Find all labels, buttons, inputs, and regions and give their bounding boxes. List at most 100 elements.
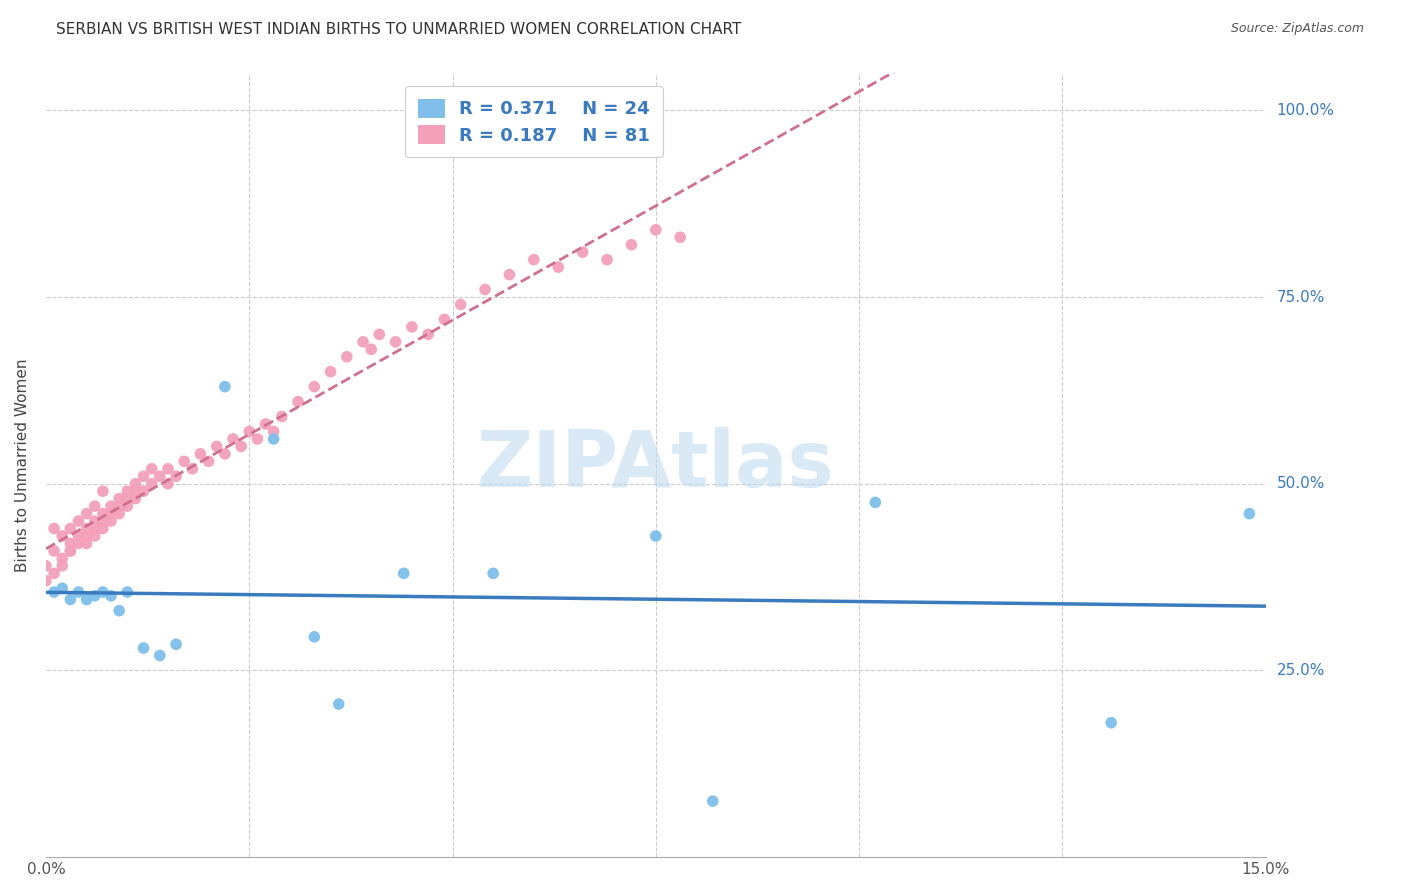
Point	[76, 592, 98, 607]
Point	[596, 252, 619, 267]
Point	[392, 566, 415, 581]
Point	[238, 425, 260, 439]
Point	[229, 439, 252, 453]
Point	[91, 585, 114, 599]
Point	[91, 514, 114, 528]
Point	[76, 536, 98, 550]
Point	[100, 507, 122, 521]
Point	[35, 558, 58, 573]
Point	[42, 566, 65, 581]
Point	[149, 648, 172, 663]
Point	[246, 432, 269, 446]
Point	[156, 462, 179, 476]
Point	[1239, 507, 1261, 521]
Point	[482, 566, 505, 581]
Point	[401, 319, 423, 334]
Point	[360, 343, 382, 357]
Point	[141, 476, 163, 491]
Point	[100, 499, 122, 513]
Point	[51, 529, 73, 543]
Point	[1099, 715, 1122, 730]
Point	[76, 522, 98, 536]
Point	[523, 252, 546, 267]
Point	[149, 469, 172, 483]
Text: SERBIAN VS BRITISH WEST INDIAN BIRTHS TO UNMARRIED WOMEN CORRELATION CHART: SERBIAN VS BRITISH WEST INDIAN BIRTHS TO…	[56, 22, 741, 37]
Point	[42, 522, 65, 536]
Point	[254, 417, 277, 431]
Point	[100, 589, 122, 603]
Point	[263, 432, 285, 446]
Point	[51, 582, 73, 596]
Point	[67, 529, 90, 543]
Point	[83, 529, 105, 543]
Point	[214, 379, 236, 393]
Y-axis label: Births to Unmarried Women: Births to Unmarried Women	[15, 359, 30, 572]
Point	[222, 432, 245, 446]
Text: Source: ZipAtlas.com: Source: ZipAtlas.com	[1230, 22, 1364, 36]
Point	[263, 425, 285, 439]
Point	[100, 514, 122, 528]
Point	[132, 640, 155, 655]
Point	[384, 334, 406, 349]
Point	[336, 350, 359, 364]
Point	[450, 297, 472, 311]
Point	[91, 507, 114, 521]
Point	[91, 522, 114, 536]
Point	[76, 529, 98, 543]
Point	[51, 558, 73, 573]
Point	[498, 268, 520, 282]
Point	[644, 223, 666, 237]
Point	[67, 536, 90, 550]
Point	[59, 544, 82, 558]
Point	[165, 637, 187, 651]
Point	[91, 484, 114, 499]
Point	[474, 283, 496, 297]
Point	[83, 589, 105, 603]
Point	[108, 604, 131, 618]
Text: 100.0%: 100.0%	[1277, 103, 1334, 118]
Point	[304, 630, 326, 644]
Point	[108, 507, 131, 521]
Point	[117, 499, 139, 513]
Point	[304, 379, 326, 393]
Point	[418, 327, 440, 342]
Point	[59, 592, 82, 607]
Point	[270, 409, 292, 424]
Point	[165, 469, 187, 483]
Point	[433, 312, 456, 326]
Point	[59, 522, 82, 536]
Point	[547, 260, 569, 274]
Text: 25.0%: 25.0%	[1277, 663, 1324, 678]
Point	[83, 522, 105, 536]
Point	[117, 585, 139, 599]
Point	[83, 514, 105, 528]
Point	[328, 697, 350, 711]
Point	[156, 476, 179, 491]
Point	[59, 544, 82, 558]
Point	[67, 585, 90, 599]
Point	[132, 469, 155, 483]
Point	[620, 237, 643, 252]
Point	[59, 536, 82, 550]
Point	[571, 245, 593, 260]
Text: 50.0%: 50.0%	[1277, 476, 1324, 491]
Point	[108, 491, 131, 506]
Point	[76, 507, 98, 521]
Point	[67, 514, 90, 528]
Point	[83, 499, 105, 513]
Point	[124, 476, 146, 491]
Point	[42, 585, 65, 599]
Point	[124, 484, 146, 499]
Point	[117, 491, 139, 506]
Point	[190, 447, 212, 461]
Point	[35, 574, 58, 588]
Point	[197, 454, 219, 468]
Point	[108, 499, 131, 513]
Point	[117, 484, 139, 499]
Point	[132, 484, 155, 499]
Point	[865, 495, 887, 509]
Point	[352, 334, 374, 349]
Point	[173, 454, 195, 468]
Point	[368, 327, 391, 342]
Point	[287, 394, 309, 409]
